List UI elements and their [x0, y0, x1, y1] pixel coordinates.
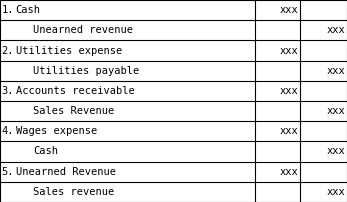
Text: Cash: Cash	[16, 5, 41, 15]
Text: 2.: 2.	[2, 45, 14, 56]
Text: xxx: xxx	[327, 187, 345, 197]
Text: Sales Revenue: Sales Revenue	[33, 106, 114, 116]
Text: xxx: xxx	[280, 45, 298, 56]
Text: xxx: xxx	[280, 167, 298, 177]
Text: xxx: xxx	[327, 25, 345, 35]
Text: Utilities expense: Utilities expense	[16, 45, 122, 56]
Text: xxx: xxx	[280, 86, 298, 96]
Text: xxx: xxx	[327, 106, 345, 116]
Text: 4.: 4.	[2, 126, 14, 136]
Text: Wages expense: Wages expense	[16, 126, 97, 136]
Text: xxx: xxx	[280, 5, 298, 15]
Text: Unearned Revenue: Unearned Revenue	[16, 167, 116, 177]
Text: Unearned revenue: Unearned revenue	[33, 25, 133, 35]
Text: Accounts receivable: Accounts receivable	[16, 86, 134, 96]
Text: Sales revenue: Sales revenue	[33, 187, 114, 197]
Text: Cash: Cash	[33, 146, 58, 157]
Text: xxx: xxx	[327, 146, 345, 157]
Text: Utilities payable: Utilities payable	[33, 66, 139, 76]
Text: xxx: xxx	[280, 126, 298, 136]
Text: 5.: 5.	[2, 167, 14, 177]
Text: xxx: xxx	[327, 66, 345, 76]
Text: 3.: 3.	[2, 86, 14, 96]
Text: 1.: 1.	[2, 5, 14, 15]
